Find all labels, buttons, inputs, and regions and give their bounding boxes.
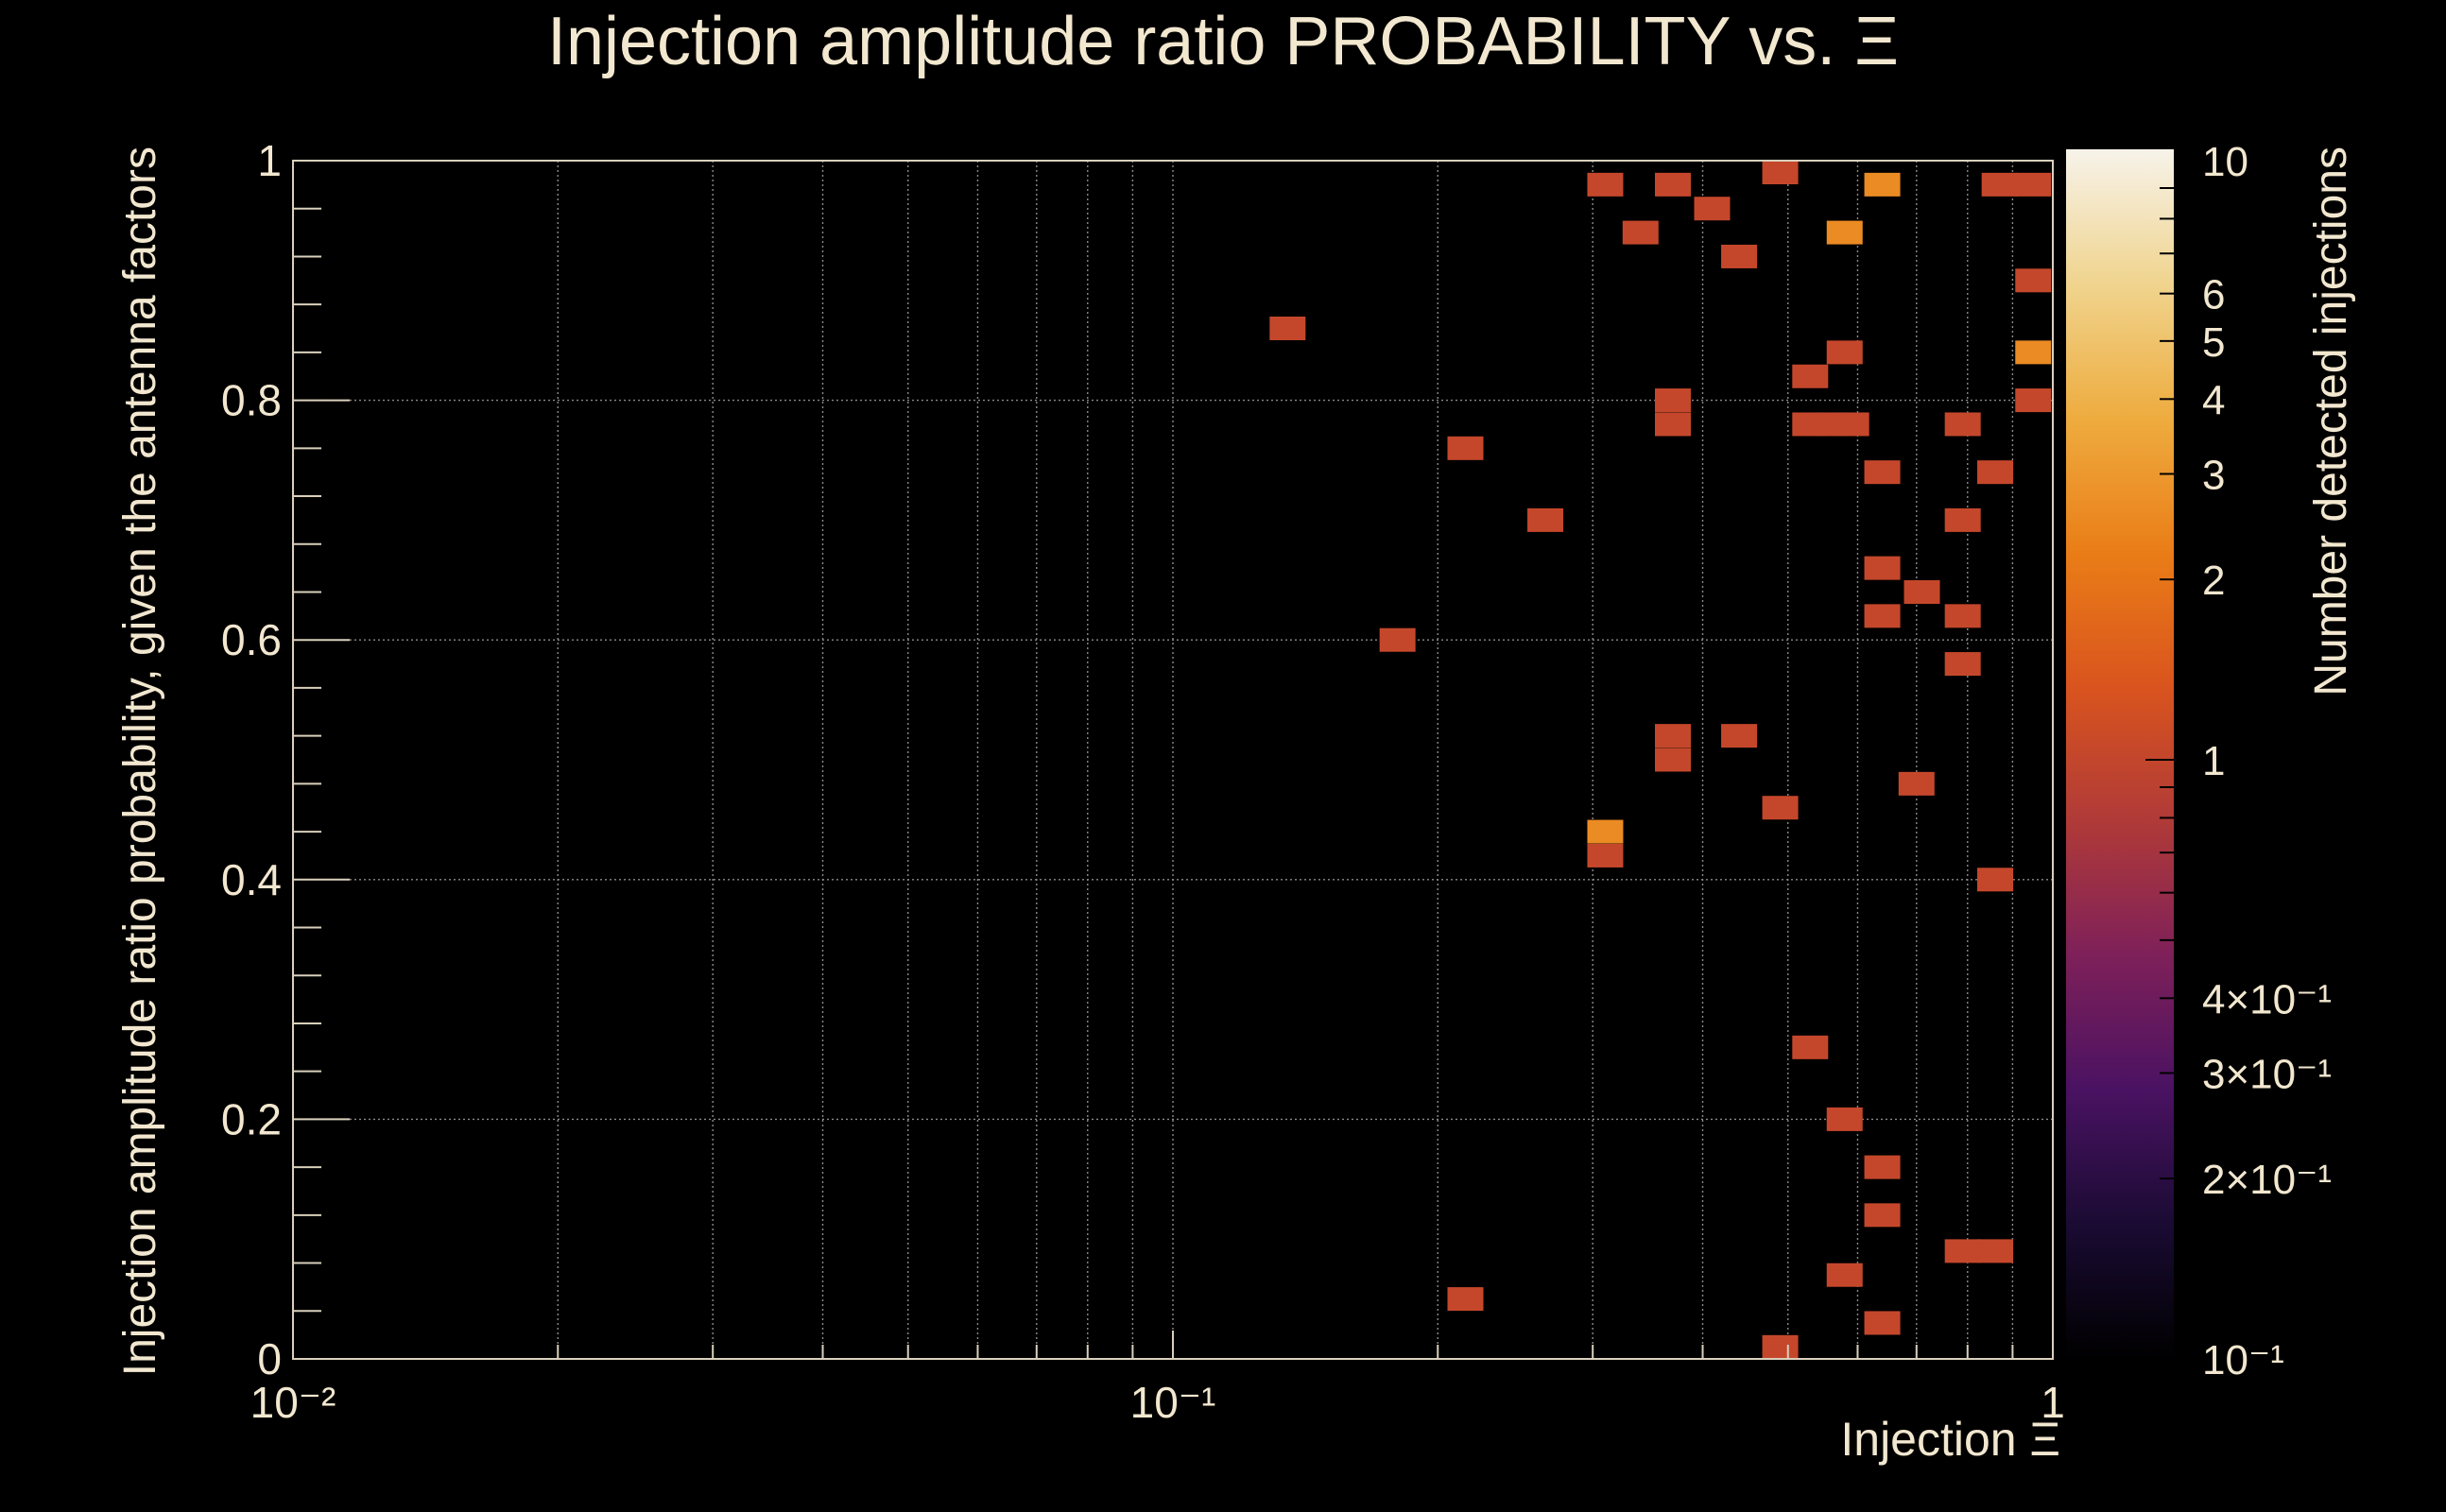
- y-tick-label: 0.8: [221, 376, 282, 425]
- colorbar-tick-label: 6: [2202, 272, 2225, 318]
- heatmap-bin: [1654, 724, 1691, 748]
- heatmap-bin: [1792, 1035, 1829, 1059]
- heatmap-bin: [1864, 1311, 1901, 1335]
- heatmap-bin: [1447, 1287, 1484, 1312]
- heatmap-bin: [1826, 1263, 1863, 1287]
- heatmap-bin: [1903, 579, 1940, 604]
- x-tick-label: 10⁻²: [250, 1378, 336, 1427]
- y-tick-label: 1: [257, 136, 282, 185]
- chart-title: Injection amplitude ratio PROBABILITY vs…: [547, 4, 1899, 79]
- axis-labels: Injection amplitude ratio PROBABILITY vs…: [115, 4, 2356, 1466]
- heatmap-bin: [1762, 1334, 1799, 1359]
- heatmap-bin: [1864, 172, 1901, 197]
- colorbar-tick-label: 2: [2202, 558, 2225, 604]
- heatmap-bin: [1864, 1155, 1901, 1179]
- y-tick-label: 0: [257, 1334, 282, 1383]
- y-axis-label: Injection amplitude ratio probability, g…: [115, 146, 165, 1376]
- heatmap-bin: [1792, 364, 1829, 388]
- colorbar-tick-label: 3: [2202, 453, 2225, 499]
- plot-area: 10⁻² 10⁻¹ 1 0 0.2 0.4 0.6 0.8 1: [221, 136, 2065, 1427]
- colorbar-tick-label: 10: [2202, 139, 2248, 185]
- heatmap-bin: [1864, 1203, 1901, 1228]
- x-tick-label: 1: [2041, 1378, 2065, 1427]
- colorbar-tick-label: 2×10⁻¹: [2202, 1157, 2332, 1203]
- y-tick-label: 0.2: [221, 1094, 282, 1143]
- heatmap-bin: [1654, 388, 1691, 413]
- z-axis-label: Number detected injections: [2306, 146, 2356, 696]
- heatmap-bin: [1864, 460, 1901, 485]
- y-tick-label: 0.4: [221, 855, 282, 904]
- heatmap-bin: [1721, 244, 1758, 268]
- heatmap-bin: [1944, 412, 1981, 437]
- heatmap-bin: [1587, 843, 1624, 868]
- colorbar-tick-label: 3×10⁻¹: [2202, 1052, 2332, 1098]
- heatmap-bin: [1977, 460, 2014, 485]
- heatmap-bin: [1654, 747, 1691, 772]
- colorbar-tick-label: 1: [2202, 738, 2225, 784]
- heatmap-bin: [1864, 604, 1901, 628]
- plot-frame: [292, 160, 2054, 1360]
- x-tick-label: 10⁻¹: [1130, 1378, 1216, 1427]
- heatmap-bin: [1587, 819, 1624, 844]
- heatmap-bin: [1826, 220, 1863, 245]
- heatmap-bin: [2015, 340, 2052, 365]
- heatmap-bin: [1721, 724, 1758, 748]
- colorbar-gradient: [2066, 149, 2174, 1359]
- heatmap-bin: [1587, 172, 1624, 197]
- heatmap-bin: [1898, 771, 1935, 796]
- heatmap-bin: [2015, 172, 2052, 197]
- heatmap-bins: [1269, 161, 2052, 1359]
- heatmap-bin: [1833, 412, 1869, 437]
- heatmap-bin: [1654, 412, 1691, 437]
- colorbar-tick-label: 5: [2202, 319, 2225, 366]
- heatmap-bin: [2015, 268, 2052, 293]
- heatmap-bin: [1826, 340, 1863, 365]
- heatmap-bin: [1826, 1107, 1863, 1131]
- heatmap-bin: [1981, 172, 2018, 197]
- heatmap-bin: [1977, 868, 2014, 892]
- grid-lines: [293, 160, 2053, 1359]
- heatmap-bin: [1762, 796, 1799, 820]
- heatmap-bin: [1944, 604, 1981, 628]
- y-tick-label: 0.6: [221, 615, 282, 664]
- heatmap-bin: [1944, 507, 1981, 532]
- axis-ticks: 10⁻² 10⁻¹ 1 0 0.2 0.4 0.6 0.8 1: [221, 136, 2065, 1427]
- heatmap-bin: [1944, 1239, 1981, 1263]
- heatmap-bin: [1447, 436, 1484, 460]
- heatmap-bin: [1622, 220, 1659, 245]
- heatmap-bin: [2015, 388, 2052, 413]
- heatmap-bin: [1654, 172, 1691, 197]
- heatmap-bin: [1527, 507, 1564, 532]
- heatmap-bin: [1379, 627, 1416, 652]
- colorbar-tick-label: 10⁻¹: [2202, 1337, 2284, 1383]
- heatmap-bin: [1694, 197, 1731, 221]
- colorbar-tick-label: 4×10⁻¹: [2202, 976, 2332, 1022]
- heatmap-bin: [1762, 161, 1799, 184]
- heatmap-bin: [1944, 652, 1981, 677]
- colorbar: 10 65 4 3 2 1 4×10⁻¹ 3×10⁻¹ 2×10⁻¹ 10⁻¹: [2066, 139, 2332, 1383]
- heatmap-bin: [1269, 317, 1306, 341]
- heatmap-bin: [1864, 556, 1901, 580]
- x-axis-label: Injection Ξ: [1840, 1413, 2060, 1466]
- heatmap-bin: [1977, 1239, 2014, 1263]
- colorbar-tick-label: 4: [2202, 377, 2225, 423]
